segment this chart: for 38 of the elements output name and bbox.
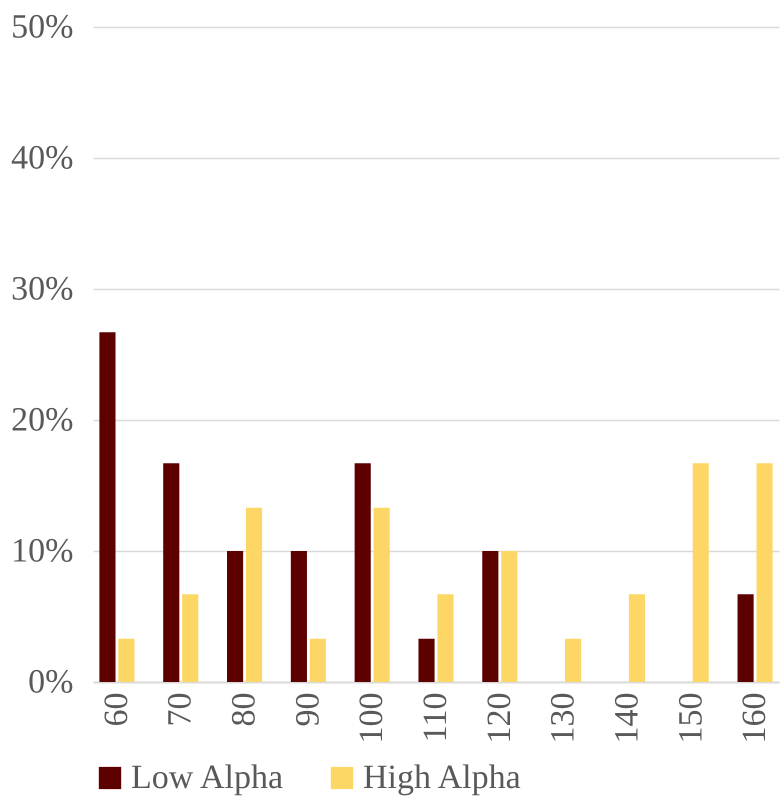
x-tick-label: 100 [353, 692, 390, 744]
bar [99, 332, 116, 682]
bar [163, 463, 180, 682]
y-tick-label: 50% [11, 8, 74, 46]
bar [290, 551, 307, 682]
bar [418, 638, 435, 682]
bar [182, 594, 198, 682]
x-tick-label: 130 [544, 692, 582, 744]
x-tick-label: 110 [417, 692, 454, 742]
bar [227, 551, 244, 682]
legend-label: Low Alpha [131, 759, 284, 796]
y-tick-label: 30% [11, 270, 74, 308]
y-tick-label: 40% [11, 140, 74, 176]
y-tick-label: 20% [11, 402, 74, 438]
x-tick-label: 90 [289, 692, 326, 726]
x-tick-label: 120 [480, 692, 518, 744]
bar [354, 463, 371, 682]
bar [692, 463, 709, 682]
bar [482, 551, 498, 682]
bar [501, 551, 518, 682]
x-tick-label: 70 [162, 692, 199, 726]
legend-label: High Alpha [363, 759, 521, 796]
bar [118, 638, 134, 682]
y-tick-label: 0% [28, 664, 74, 700]
bar [437, 594, 454, 682]
x-tick-label: 140 [608, 692, 646, 744]
x-tick-label: 160 [736, 692, 774, 744]
bar [374, 508, 390, 682]
x-tick-label: 80 [226, 692, 263, 726]
bar [246, 508, 262, 682]
x-tick-label: 60 [98, 692, 135, 726]
y-tick-label: 10% [11, 532, 74, 570]
bar [310, 638, 326, 682]
bar [738, 594, 754, 682]
bar [756, 463, 773, 682]
x-tick-label: 150 [672, 692, 710, 744]
bar [628, 594, 645, 682]
bar [565, 638, 582, 682]
